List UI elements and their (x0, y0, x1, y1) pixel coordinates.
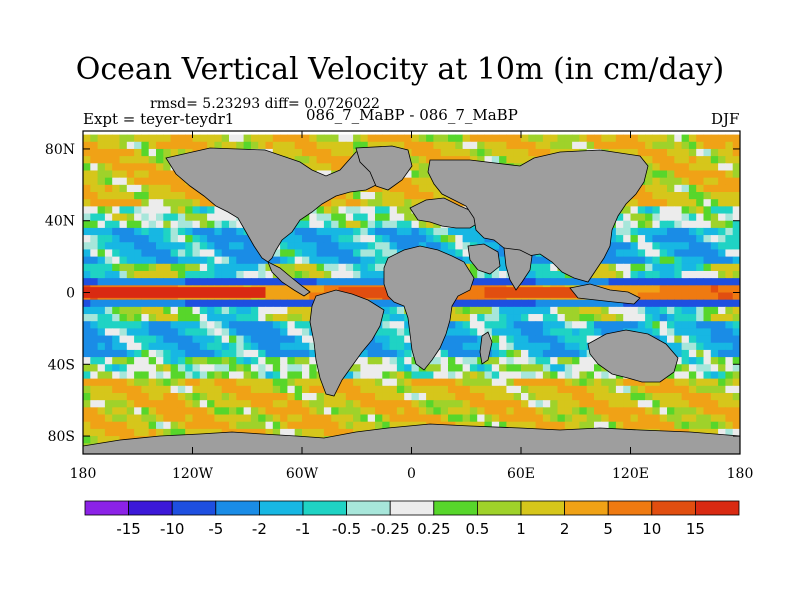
axes: 180 120W 60W 0 60E 120E 180 80N 40N 0 40S 80S (45, 131, 753, 482)
colorbar-label: 15 (686, 520, 705, 538)
colorbar-label: -10 (160, 520, 185, 538)
x-tick-label: 120W (172, 466, 214, 482)
y-tick-label: 0 (66, 286, 75, 302)
colorbar-swatch (128, 500, 173, 516)
colorbar-swatch (564, 500, 609, 516)
y-tick-label: 80N (45, 142, 75, 158)
y-tick-label: 80S (48, 429, 75, 445)
land-india (503, 247, 533, 291)
colorbar-label: 0.5 (465, 520, 489, 538)
colorbar-swatch (433, 500, 478, 516)
colorbar-label: 10 (642, 520, 661, 538)
colorbar-swatch (302, 500, 347, 516)
land-maritime-continent (569, 283, 641, 305)
colorbar-swatch (695, 500, 740, 516)
land-south-america (309, 289, 385, 397)
colorbar-label: -15 (116, 520, 141, 538)
chart-title: Ocean Vertical Velocity at 10m (in cm/da… (75, 52, 725, 87)
land-mask (83, 145, 740, 454)
land-madagascar (479, 331, 493, 365)
land-greenland (355, 145, 413, 191)
colorbar-label: 2 (560, 520, 570, 538)
land-africa (383, 245, 475, 371)
colorbar-swatch (607, 500, 653, 516)
x-tick-label: 0 (407, 466, 416, 482)
colorbar-swatch (651, 500, 696, 516)
colorbar-swatch (215, 500, 260, 516)
colorbar-swatch (84, 500, 129, 516)
colorbar-swatch (389, 500, 435, 516)
land-north-america (165, 147, 393, 263)
colorbar-swatch (346, 500, 391, 516)
colorbar: -15 -10 -5 -2 -1 -0.5 -0.25 0.25 0.5 1 2 5 10 15 (84, 500, 740, 538)
x-tick-label: 180 (70, 466, 97, 482)
colorbar-label: -2 (252, 520, 267, 538)
y-tick-label: 40S (48, 357, 75, 373)
x-tick-label: 120E (612, 466, 649, 482)
colorbar-swatch (258, 500, 304, 516)
feature-equatorial_upwelling_indian (484, 287, 594, 298)
y-tick-label: 40N (45, 214, 75, 230)
chart-subtitle: 086_7_MaBP - 086_7_MaBP (306, 106, 518, 124)
colorbar-label: -5 (208, 520, 223, 538)
land-central-america (267, 261, 311, 297)
land-australia (587, 329, 679, 383)
colorbar-label: -0.5 (332, 520, 361, 538)
colorbar-label: 5 (603, 520, 613, 538)
season-label: DJF (711, 110, 740, 128)
feature-equatorial_upwelling_atlantic (338, 287, 430, 298)
colorbar-swatch (476, 500, 522, 516)
colorbar-label: 0.25 (417, 520, 450, 538)
experiment-label: Expt = teyer-teydr1 (83, 110, 235, 128)
colorbar-label: -0.25 (371, 520, 410, 538)
land-antarctica (83, 423, 740, 454)
x-tick-label: 60E (507, 466, 535, 482)
x-tick-label: 60W (286, 466, 319, 482)
colorbar-swatch (171, 500, 217, 516)
colorbar-label: 1 (516, 520, 526, 538)
colorbar-label: -1 (296, 520, 311, 538)
colorbar-swatch (520, 500, 565, 516)
x-tick-label: 180 (727, 466, 754, 482)
land-asia (427, 149, 649, 283)
land-arabia (467, 243, 501, 275)
feature-equatorial_upwelling_pacific (83, 287, 266, 298)
stats-text: rmsd= 5.23293 diff= 0.0726022 (150, 96, 380, 112)
